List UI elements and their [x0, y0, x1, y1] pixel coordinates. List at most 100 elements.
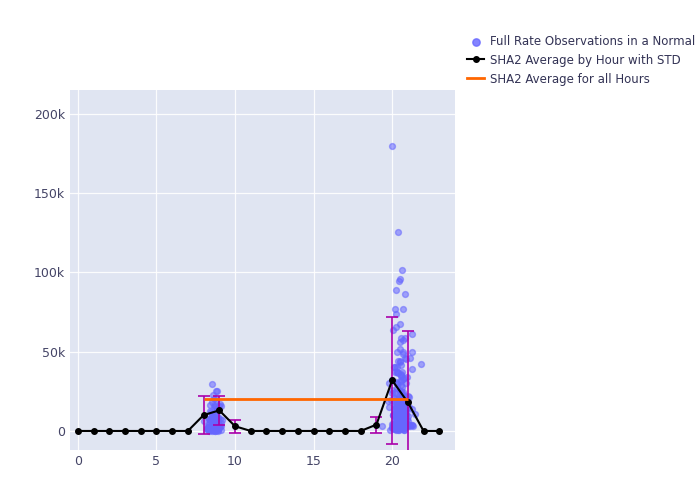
- Point: [389, 388, 400, 396]
- Full Rate Observations in a Normal Point: [209, 427, 220, 435]
- Point: [397, 405, 408, 413]
- Point: [391, 426, 402, 434]
- Point: [395, 416, 407, 424]
- Point: [397, 368, 408, 376]
- Point: [399, 426, 410, 434]
- Full Rate Observations in a Normal Point: [215, 402, 226, 409]
- Point: [391, 323, 402, 331]
- Full Rate Observations in a Normal Point: [211, 404, 223, 411]
- Full Rate Observations in a Normal Point: [209, 425, 220, 433]
- Point: [396, 400, 407, 408]
- Point: [396, 412, 407, 420]
- Full Rate Observations in a Normal Point: [207, 390, 218, 398]
- Point: [393, 276, 405, 284]
- Point: [394, 424, 405, 432]
- Full Rate Observations in a Normal Point: [208, 416, 219, 424]
- SHA2 Average by Hour with STD: [341, 428, 349, 434]
- Point: [397, 416, 408, 424]
- Full Rate Observations in a Normal Point: [209, 424, 220, 432]
- Full Rate Observations in a Normal Point: [211, 388, 223, 396]
- Point: [395, 411, 406, 419]
- SHA2 Average by Hour with STD: [74, 428, 82, 434]
- Point: [407, 330, 418, 338]
- Point: [398, 417, 409, 425]
- Point: [389, 364, 400, 372]
- Point: [395, 420, 406, 428]
- Point: [401, 372, 412, 380]
- Full Rate Observations in a Normal Point: [206, 426, 218, 434]
- Point: [398, 412, 409, 420]
- SHA2 Average by Hour with STD: [168, 428, 176, 434]
- Full Rate Observations in a Normal Point: [207, 426, 218, 434]
- Full Rate Observations in a Normal Point: [209, 426, 220, 434]
- Point: [398, 424, 409, 432]
- Full Rate Observations in a Normal Point: [204, 416, 216, 424]
- Point: [399, 416, 410, 424]
- Point: [399, 422, 410, 430]
- Full Rate Observations in a Normal Point: [203, 416, 214, 424]
- Point: [384, 404, 395, 411]
- Point: [399, 406, 410, 414]
- Point: [390, 362, 401, 370]
- Full Rate Observations in a Normal Point: [199, 416, 210, 424]
- Point: [394, 424, 405, 432]
- Full Rate Observations in a Normal Point: [203, 424, 214, 432]
- Full Rate Observations in a Normal Point: [205, 416, 216, 424]
- Point: [391, 348, 402, 356]
- Point: [401, 410, 412, 418]
- Full Rate Observations in a Normal Point: [210, 422, 221, 430]
- Full Rate Observations in a Normal Point: [208, 415, 219, 423]
- Point: [391, 362, 402, 370]
- Point: [398, 422, 409, 430]
- Full Rate Observations in a Normal Point: [212, 414, 223, 422]
- Point: [416, 360, 427, 368]
- Full Rate Observations in a Normal Point: [212, 426, 223, 434]
- Point: [405, 420, 416, 428]
- Point: [388, 411, 399, 419]
- Point: [391, 418, 402, 426]
- Point: [395, 408, 406, 416]
- SHA2 Average by Hour with STD: [419, 428, 428, 434]
- Point: [395, 404, 406, 412]
- SHA2 Average by Hour with STD: [231, 423, 239, 429]
- Point: [392, 400, 403, 408]
- Point: [396, 400, 407, 408]
- Full Rate Observations in a Normal Point: [208, 418, 219, 426]
- Point: [397, 266, 408, 274]
- Full Rate Observations in a Normal Point: [213, 424, 224, 432]
- Point: [390, 378, 401, 386]
- Point: [402, 422, 414, 430]
- Full Rate Observations in a Normal Point: [210, 419, 221, 427]
- Point: [389, 420, 400, 428]
- Point: [406, 421, 417, 429]
- Full Rate Observations in a Normal Point: [204, 424, 215, 432]
- Full Rate Observations in a Normal Point: [208, 395, 219, 403]
- Point: [387, 423, 398, 431]
- Point: [393, 402, 405, 410]
- Full Rate Observations in a Normal Point: [213, 418, 224, 426]
- Point: [389, 389, 400, 397]
- Point: [395, 393, 407, 401]
- Point: [386, 386, 398, 394]
- Point: [397, 391, 408, 399]
- Point: [392, 398, 403, 406]
- Point: [397, 392, 408, 400]
- SHA2 Average by Hour with STD: [262, 428, 271, 434]
- Point: [391, 403, 402, 411]
- Point: [390, 420, 401, 428]
- Point: [400, 398, 412, 406]
- Point: [393, 396, 405, 404]
- Point: [387, 412, 398, 420]
- SHA2 Average by Hour with STD: [278, 428, 286, 434]
- Full Rate Observations in a Normal Point: [204, 426, 215, 434]
- Full Rate Observations in a Normal Point: [208, 422, 219, 430]
- Point: [386, 388, 397, 396]
- Full Rate Observations in a Normal Point: [210, 387, 221, 395]
- Point: [393, 398, 404, 406]
- Point: [389, 406, 400, 413]
- Point: [392, 368, 403, 376]
- Full Rate Observations in a Normal Point: [209, 419, 220, 427]
- Full Rate Observations in a Normal Point: [206, 426, 218, 434]
- Point: [391, 379, 402, 387]
- Full Rate Observations in a Normal Point: [209, 402, 220, 410]
